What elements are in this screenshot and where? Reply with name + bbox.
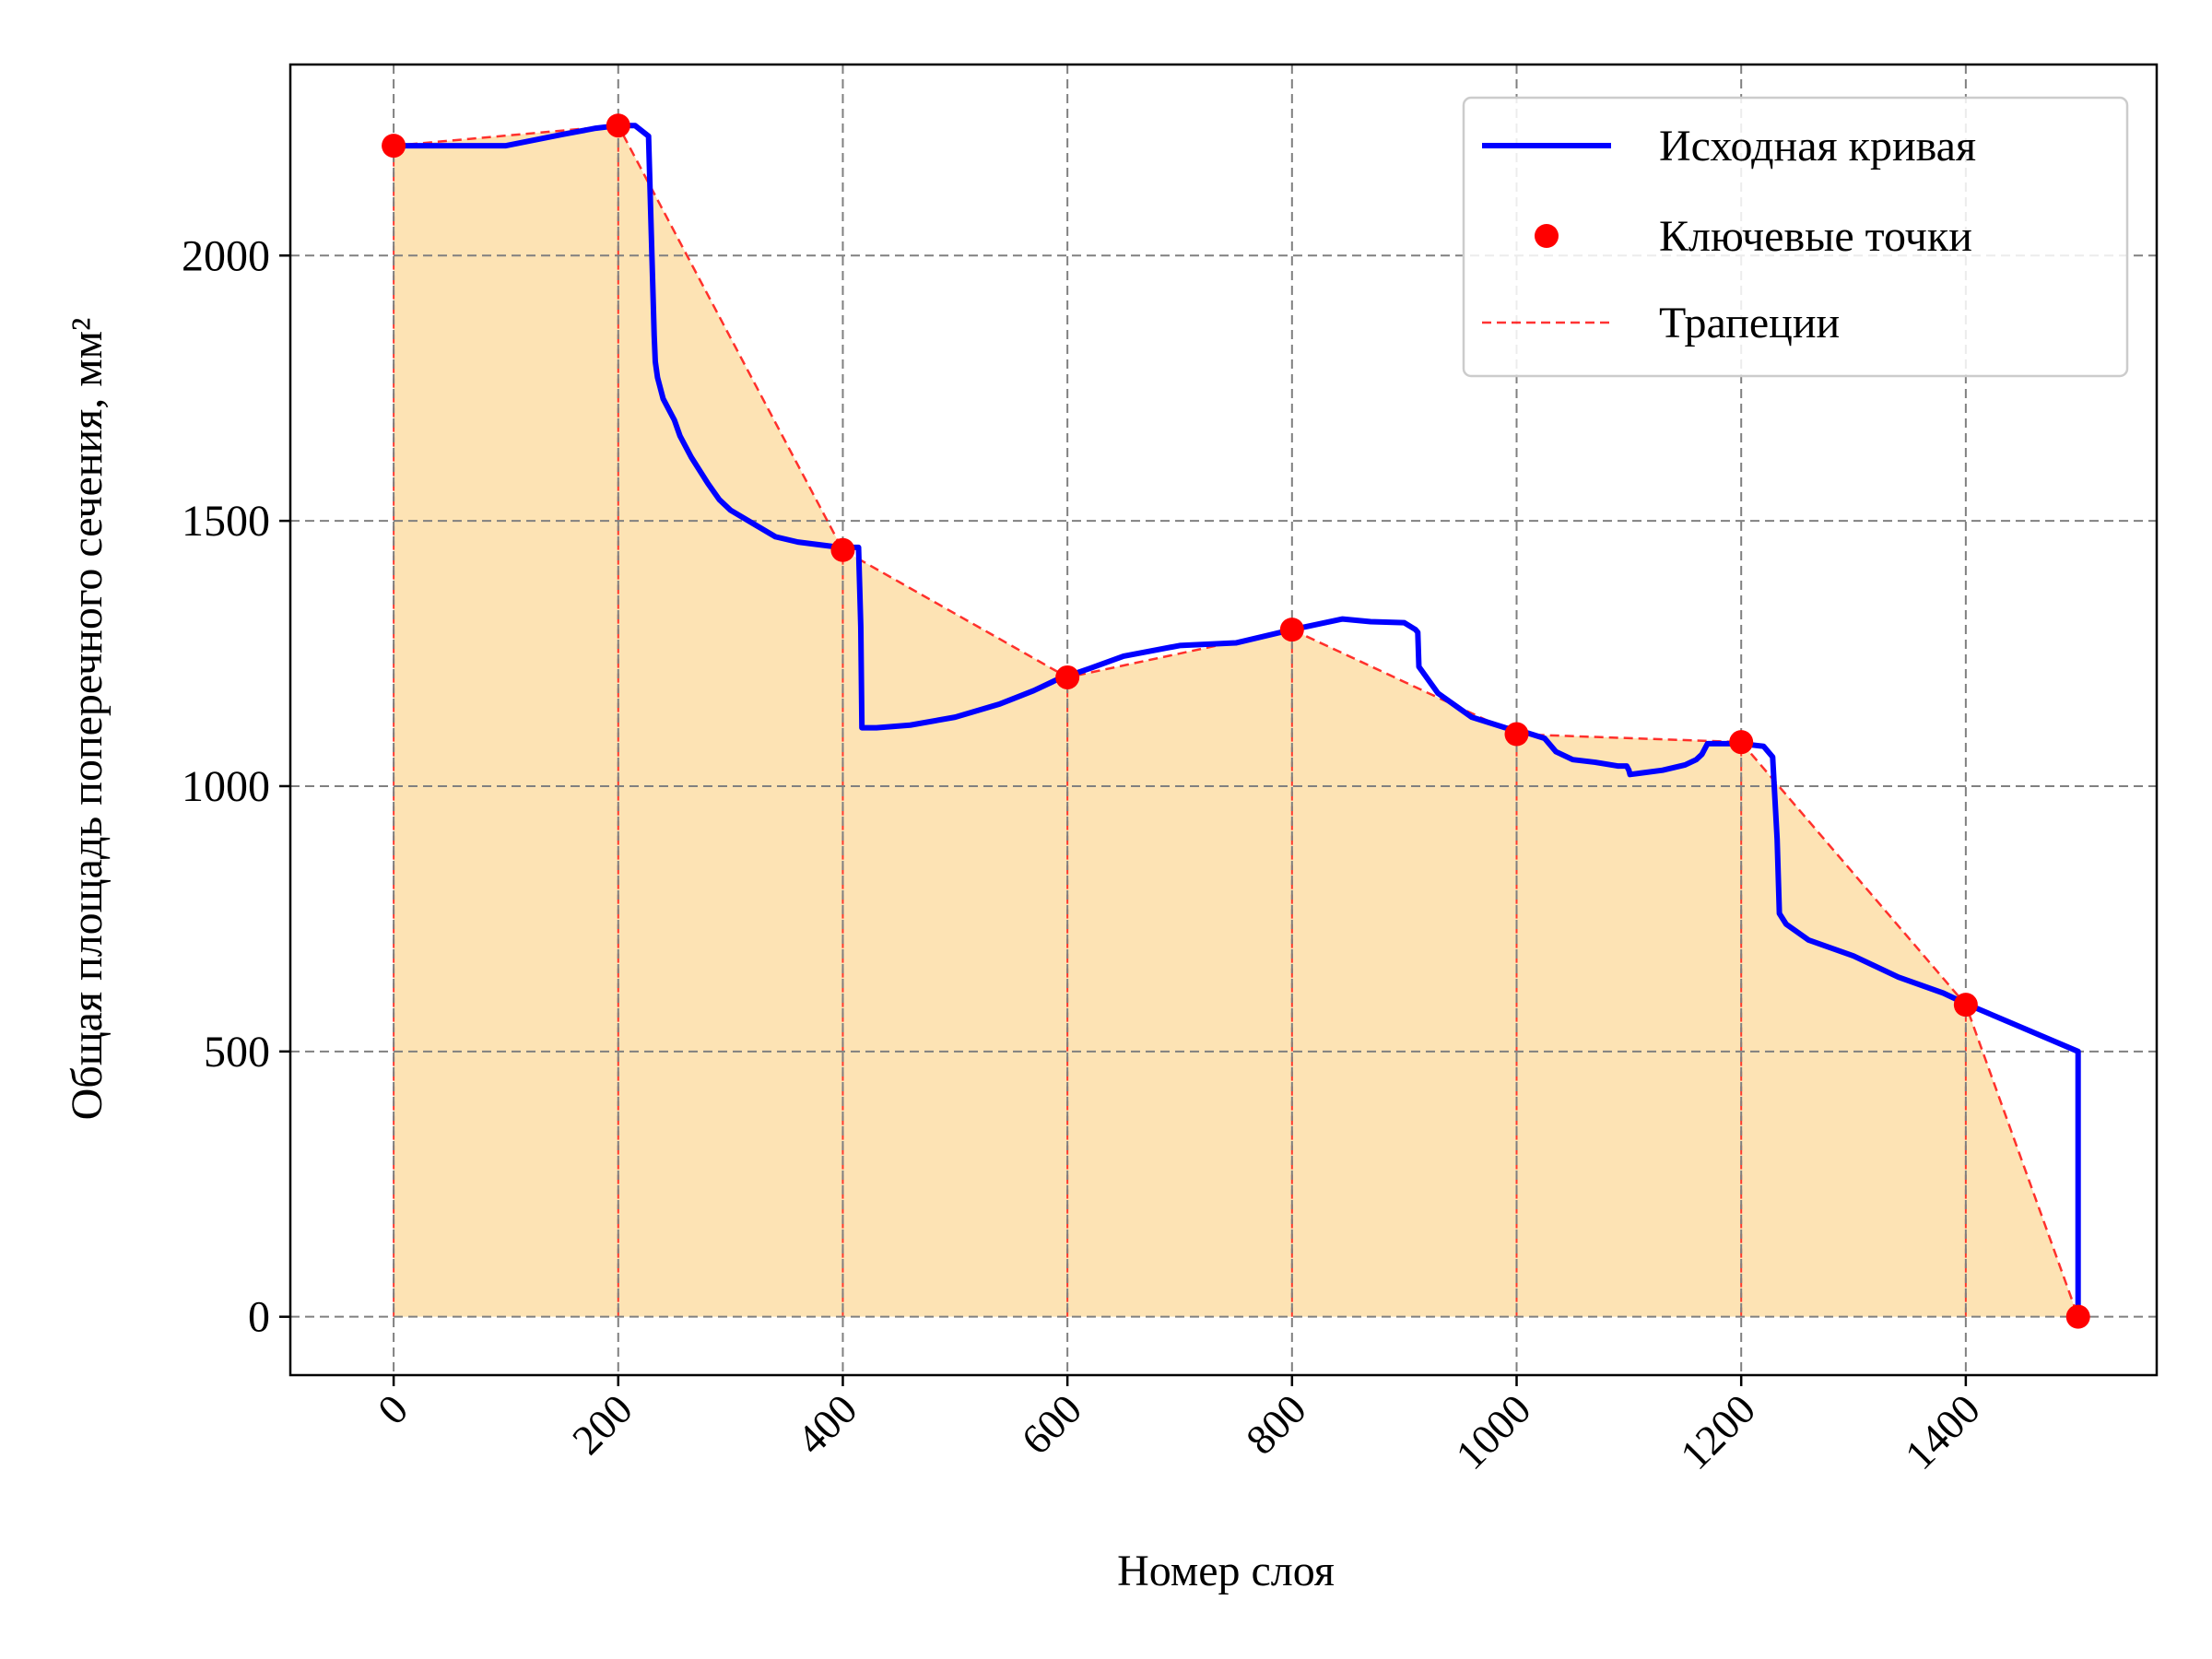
y-tick-label-2000: 2000	[182, 231, 270, 280]
trapezoid-tops	[393, 124, 2079, 1318]
y-tick-label-0: 0	[248, 1293, 270, 1342]
grid-lines	[290, 65, 2157, 1375]
legend-curve-label: Исходная кривая	[1659, 122, 1976, 171]
key-point-200	[606, 113, 630, 138]
x-axis-label: Номер слоя	[1117, 1547, 1335, 1595]
legend-points-swatch	[1535, 224, 1559, 248]
y-tick-label-1500: 1500	[182, 497, 270, 546]
legend: Исходная кривая Ключевые точки Трапеции	[1462, 96, 2129, 378]
key-point-400	[830, 537, 855, 562]
key-point-800	[1279, 618, 1304, 642]
key-points-layer	[382, 113, 2090, 1329]
key-point-600	[1055, 665, 1080, 689]
legend-trapezoids-label: Трапеции	[1659, 299, 1840, 347]
trapezoid-top-line	[393, 124, 2079, 1318]
key-point-1200	[1729, 730, 1754, 755]
key-point-1000	[1504, 722, 1529, 747]
source-curve-line	[391, 123, 2081, 1320]
legend-box	[1462, 96, 2129, 378]
y-ticks: 0 500 1000 1500 2000	[182, 231, 290, 1342]
legend-points-label: Ключевые точки	[1659, 212, 1972, 261]
y-axis-label: Общая площадь поперечного сечения, мм²	[63, 318, 112, 1121]
key-point-1500	[2065, 1304, 2090, 1329]
plot-frame	[288, 63, 2159, 1377]
trapezoid-area-fill	[394, 125, 2078, 1317]
y-tick-label-1000: 1000	[182, 762, 270, 811]
key-point-0	[382, 134, 406, 159]
trapezoid-fill-layer	[394, 125, 2078, 1317]
curve-layer	[391, 123, 2081, 1320]
key-point-1400	[1953, 993, 1978, 1018]
y-tick-label-500: 500	[204, 1028, 270, 1077]
